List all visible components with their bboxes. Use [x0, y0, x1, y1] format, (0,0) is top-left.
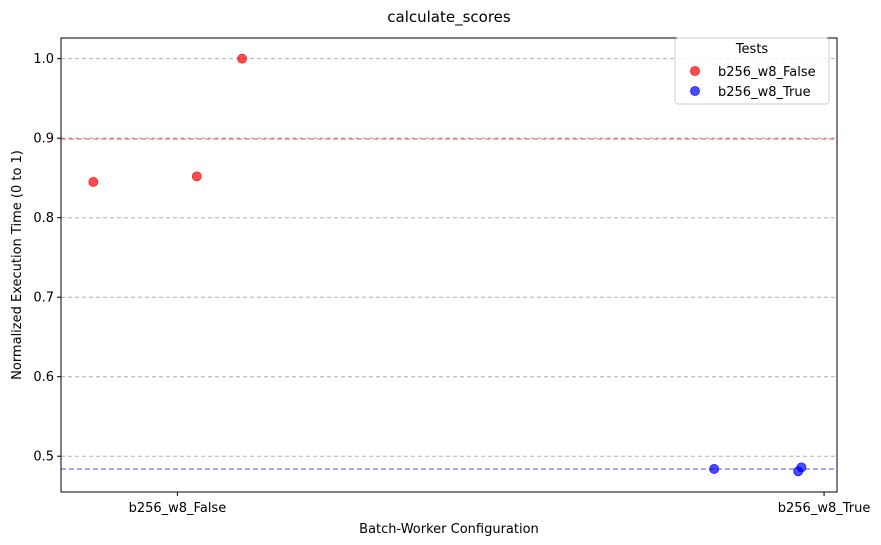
- legend-title: Tests: [735, 42, 769, 57]
- data-point-b256_w8_False: [88, 177, 99, 187]
- x-tick-label: b256_w8_False: [129, 501, 227, 516]
- plot-frame: [60, 37, 838, 493]
- legend-label: b256_w8_True: [718, 85, 811, 100]
- y-tick-label: 0.7: [33, 291, 54, 306]
- legend-box: [674, 37, 830, 105]
- legend-label: b256_w8_False: [718, 65, 816, 80]
- y-axis: 0.5 0.6 0.7 0.8 0.9 1.0: [33, 52, 61, 465]
- data-point-b256_w8_False: [191, 171, 202, 182]
- y-tick-label: 0.6: [33, 370, 54, 385]
- reference-lines: [61, 138, 837, 470]
- data-point-b256_w8_True: [796, 462, 807, 473]
- y-axis-label: Normalized Execution Time (0 to 1): [10, 150, 25, 380]
- legend-items: b256_w8_False b256_w8_True: [690, 65, 816, 100]
- x-axis: b256_w8_False b256_w8_True: [129, 492, 871, 516]
- y-tick-label: 1.0: [33, 52, 54, 67]
- legend-marker-b256_w8_False: [690, 66, 700, 76]
- legend: Tests b256_w8_False b256_w8_True: [674, 37, 830, 105]
- data-points: [88, 53, 807, 477]
- x-tick-label: b256_w8_True: [778, 501, 871, 516]
- x-axis-label: Batch-Worker Configuration: [359, 522, 539, 537]
- data-point-b256_w8_False: [237, 53, 247, 64]
- data-point-b256_w8_True: [709, 464, 720, 474]
- grid: [61, 58, 837, 457]
- y-tick-label: 0.8: [33, 211, 54, 226]
- legend-marker-b256_w8_True: [690, 86, 700, 96]
- y-tick-label: 0.5: [33, 450, 54, 465]
- y-tick-label: 0.9: [33, 132, 54, 147]
- chart-title: calculate_scores: [387, 8, 511, 27]
